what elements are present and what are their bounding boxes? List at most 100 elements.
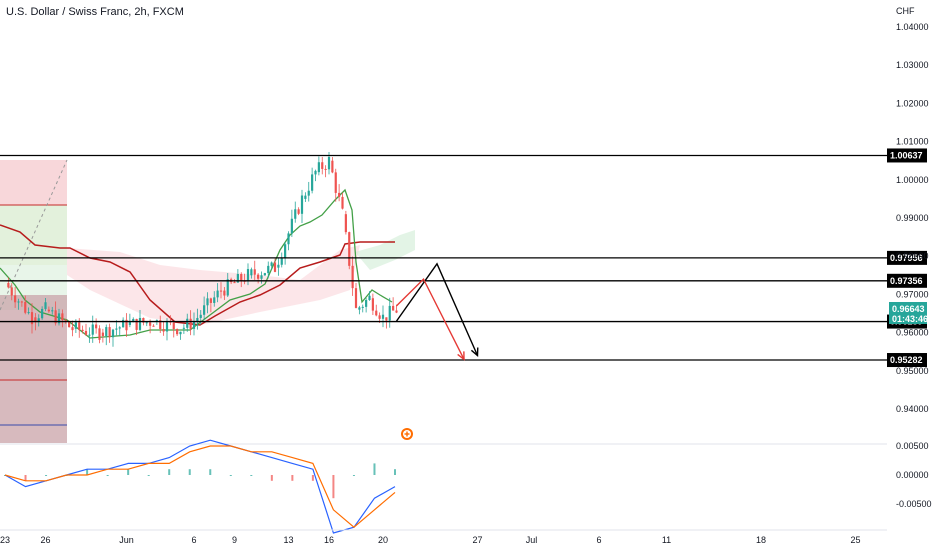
candle-body [348, 232, 351, 266]
zone-green [0, 205, 67, 265]
candle-body [51, 310, 54, 312]
candle-body [149, 322, 152, 326]
candle-body [196, 317, 199, 322]
price-tick-label: 0.96000 [896, 328, 929, 338]
candle-body [351, 265, 354, 289]
candle-body [7, 282, 10, 288]
level-tag [887, 250, 927, 265]
candle-body [294, 209, 297, 219]
candle-body [172, 322, 175, 330]
price-tick-label: 0.94000 [896, 404, 929, 414]
candle-body [30, 312, 34, 325]
macd-axis: 0.00500 0.00000 -0.00500 [896, 441, 932, 509]
signal-line [4, 445, 396, 528]
time-axis: 23 26 Jun 6 9 13 16 20 27 Jul 6 11 18 25 [0, 535, 861, 545]
candle-body [223, 290, 226, 296]
macd-tick-label: 0.00500 [896, 441, 929, 451]
price-tick-label: 0.97000 [896, 289, 929, 299]
candle-body [321, 162, 324, 169]
candle-body [385, 317, 388, 321]
time-tick-label: 20 [378, 535, 388, 545]
candle-body [388, 305, 391, 321]
candle-body [246, 269, 250, 282]
level-tag-text: 1.00637 [890, 150, 923, 160]
candle-body [216, 290, 219, 298]
candle-body [365, 300, 368, 307]
macd-histogram-bar [352, 475, 355, 476]
range-zone [0, 159, 68, 443]
price-tick-label: 1.01000 [896, 137, 929, 147]
candle-body [203, 305, 206, 315]
candle-body [361, 306, 364, 308]
candle-body [233, 282, 236, 284]
price-tick-label: 0.95000 [896, 366, 929, 376]
time-tick-label: 6 [596, 535, 601, 545]
price-tick-label: 0.98000 [896, 251, 929, 261]
price-tick-label: 1.03000 [896, 60, 929, 70]
macd-histogram-bar [229, 475, 232, 476]
time-tick-label: 18 [756, 535, 766, 545]
candle-body [199, 314, 202, 318]
currency-label: CHF [896, 6, 915, 16]
macd-histogram-bar [394, 469, 396, 475]
candle-body [78, 322, 81, 330]
candle-body [354, 288, 358, 308]
candle-body [331, 160, 334, 173]
time-tick-label: Jul [526, 535, 538, 545]
ichimoku-cloud-green [355, 230, 415, 270]
candle-body [145, 322, 148, 324]
candle-body [27, 312, 30, 314]
candle-body [84, 330, 88, 335]
candle-body [34, 317, 37, 322]
price-tick-label: 1.04000 [896, 22, 929, 32]
candle-body [111, 329, 115, 338]
price-tick-label: 1.02000 [896, 98, 929, 108]
macd-line [4, 439, 396, 534]
candle-body [311, 174, 314, 191]
candle-body [267, 265, 270, 274]
candle-body [192, 321, 196, 329]
chart-title: U.S. Dollar / Swiss Franc, 2h, FXCM [6, 6, 184, 18]
candle-body [44, 302, 47, 309]
candle-body [142, 317, 145, 323]
macd-histogram-bar [209, 469, 212, 475]
candle-body [378, 315, 381, 319]
candle-body [226, 279, 229, 296]
level-tag-text: 0.95282 [890, 355, 923, 365]
level-tag-text: 0.97356 [890, 276, 923, 286]
candle-body [95, 324, 98, 329]
candle-body [381, 314, 385, 319]
candle-body [182, 327, 185, 329]
candle-body [297, 209, 300, 214]
candle-body [273, 262, 277, 272]
candle-body [71, 327, 74, 331]
candle-body [213, 297, 216, 303]
candle-body [368, 295, 371, 301]
macd-histogram-bar [147, 475, 150, 476]
kijun-line [0, 188, 393, 339]
candle-body [206, 298, 209, 306]
candle-body [277, 264, 280, 268]
time-tick-label: 11 [662, 535, 671, 545]
candle-body [108, 327, 111, 338]
candle-body [307, 190, 310, 196]
level-tag [887, 148, 927, 163]
time-tick-label: 16 [324, 535, 334, 545]
time-tick-label: Jun [119, 535, 134, 545]
candle-body [152, 325, 155, 327]
candle-body [47, 309, 50, 312]
current-price-tag [889, 302, 927, 324]
plus-circle-icon[interactable] [401, 428, 413, 440]
candle-body [257, 274, 260, 279]
candle-body [189, 318, 192, 329]
macd-histogram-bar [127, 469, 130, 475]
macd-histogram-bar [188, 469, 191, 475]
candle-body [88, 334, 91, 336]
time-tick-label: 27 [472, 535, 482, 545]
candle-body [395, 310, 398, 313]
candle-body [209, 298, 212, 303]
candle-body [327, 156, 331, 170]
time-tick-label: 13 [283, 535, 293, 545]
time-tick-label: 25 [850, 535, 860, 545]
